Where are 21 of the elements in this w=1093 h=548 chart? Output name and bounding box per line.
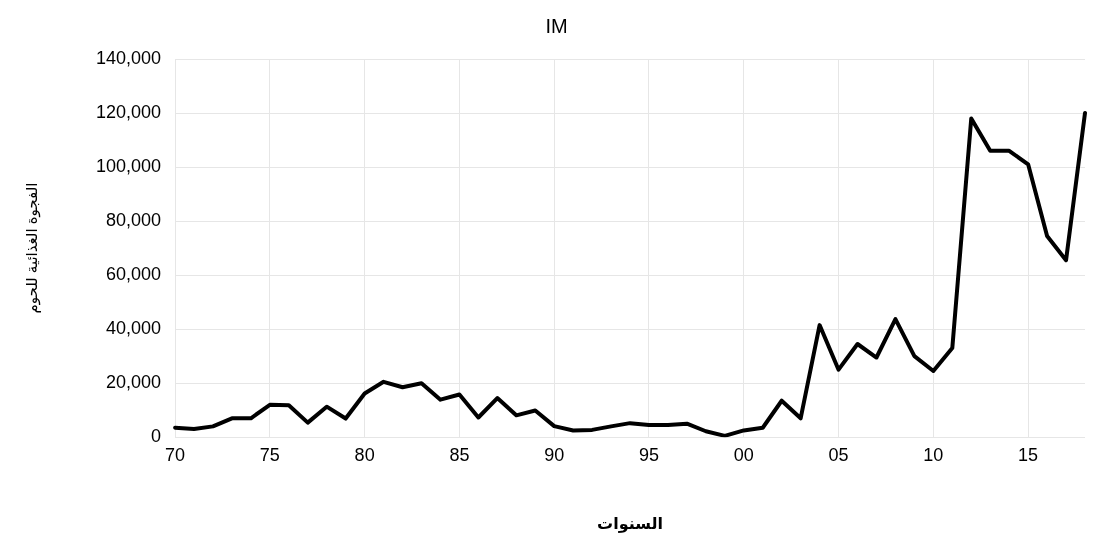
y-tick-label: 0 xyxy=(151,426,162,447)
x-tick-label: 95 xyxy=(638,444,660,465)
x-tick-label: 80 xyxy=(354,444,375,465)
y-axis-title: الفجوة الغذائية للحوم xyxy=(23,182,42,314)
x-tick-label: 70 xyxy=(165,444,186,465)
y-tick-label: 100,000 xyxy=(95,156,162,177)
chart-title: IM xyxy=(545,14,568,37)
x-tick-label: 05 xyxy=(828,444,849,465)
x-tick-label: 85 xyxy=(449,444,470,465)
y-tick-label: 80,000 xyxy=(106,210,162,231)
y-tick-label: 60,000 xyxy=(106,264,162,285)
x-tick-label: 90 xyxy=(544,444,565,465)
y-tick-label: 20,000 xyxy=(106,372,162,393)
y-tick-label: 40,000 xyxy=(106,318,162,339)
y-tick-label: 120,000 xyxy=(95,102,162,122)
x-tick-label: 00 xyxy=(733,444,754,465)
x-axis-title: السنوات xyxy=(597,514,663,533)
x-tick-label: 10 xyxy=(923,444,944,465)
y-tick-label: 140,000 xyxy=(95,47,162,68)
x-tick-label: 15 xyxy=(1018,444,1039,465)
x-tick-label: 75 xyxy=(259,444,280,465)
